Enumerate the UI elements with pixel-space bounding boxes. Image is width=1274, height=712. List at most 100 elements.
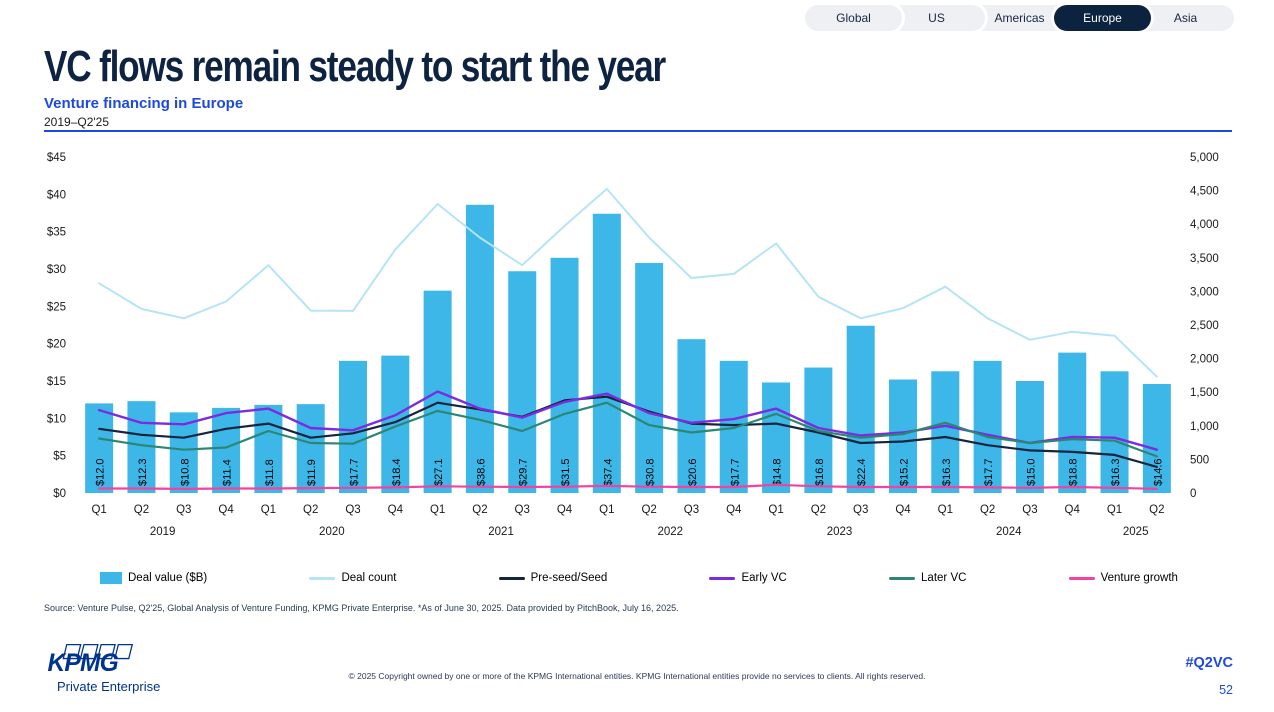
legend-swatch bbox=[309, 576, 336, 580]
svg-text:$10.8: $10.8 bbox=[179, 458, 191, 486]
svg-text:2025: 2025 bbox=[1123, 526, 1149, 538]
svg-text:$0: $0 bbox=[53, 488, 66, 500]
svg-text:2020: 2020 bbox=[319, 526, 345, 538]
svg-text:2024: 2024 bbox=[996, 526, 1022, 538]
svg-text:$16.8: $16.8 bbox=[814, 458, 826, 486]
legend-swatch bbox=[100, 572, 122, 584]
legend-label: Pre-seed/Seed bbox=[530, 572, 608, 584]
source-note: Source: Venture Pulse, Q2'25, Global Ana… bbox=[44, 603, 679, 613]
bar-Q2-9 bbox=[465, 204, 494, 493]
svg-text:KPMG: KPMG bbox=[48, 650, 119, 677]
legend-item-pre-seed-seed: Pre-seed/Seed bbox=[498, 572, 608, 584]
kpmg-logo-subtitle: Private Enterprise bbox=[57, 679, 161, 694]
svg-text:Q3: Q3 bbox=[853, 504, 868, 516]
bar-Q1-24 bbox=[1100, 371, 1129, 493]
line-later-vc bbox=[98, 401, 1158, 458]
svg-text:Q4: Q4 bbox=[1065, 504, 1081, 516]
tab-us[interactable]: US bbox=[888, 5, 985, 31]
bar-Q4-19 bbox=[889, 379, 917, 493]
bar-Q4-23 bbox=[1058, 352, 1087, 493]
svg-text:0: 0 bbox=[1190, 488, 1196, 500]
page-number: 52 bbox=[1219, 683, 1233, 697]
svg-text:Q1: Q1 bbox=[599, 504, 614, 516]
svg-text:$17.7: $17.7 bbox=[729, 458, 741, 486]
svg-text:Q1: Q1 bbox=[768, 504, 783, 516]
tab-europe[interactable]: Europe bbox=[1054, 5, 1151, 31]
svg-text:$18.4: $18.4 bbox=[391, 458, 403, 486]
bar-Q2-5 bbox=[296, 404, 325, 493]
svg-text:$14.8: $14.8 bbox=[772, 458, 784, 486]
bar-Q1-0 bbox=[85, 403, 114, 493]
legend-item-deal-value-b-: Deal value ($B) bbox=[100, 572, 207, 584]
svg-text:$15.2: $15.2 bbox=[899, 458, 911, 486]
svg-text:1,500: 1,500 bbox=[1190, 387, 1219, 399]
svg-text:Q4: Q4 bbox=[388, 504, 404, 516]
svg-text:$35: $35 bbox=[47, 227, 66, 239]
line-venture-growth bbox=[98, 483, 1158, 490]
line-early-vc bbox=[97, 390, 1159, 451]
svg-text:$18.8: $18.8 bbox=[1068, 458, 1080, 486]
kpmg-logo: KPMG bbox=[45, 643, 145, 684]
chart-subtitle: Venture financing in Europe bbox=[44, 95, 244, 112]
svg-text:Q2: Q2 bbox=[134, 504, 149, 516]
bar-Q1-4 bbox=[254, 404, 283, 493]
svg-text:Q1: Q1 bbox=[91, 504, 106, 516]
svg-text:$37.4: $37.4 bbox=[602, 458, 614, 486]
svg-text:$22.4: $22.4 bbox=[856, 458, 868, 486]
svg-text:Q3: Q3 bbox=[684, 504, 699, 516]
legend-label: Venture growth bbox=[1100, 572, 1178, 584]
svg-text:$17.7: $17.7 bbox=[983, 458, 995, 486]
svg-text:2023: 2023 bbox=[827, 526, 853, 538]
legend-item-later-vc: Later VC bbox=[889, 572, 966, 584]
bar-Q2-21 bbox=[973, 360, 1002, 493]
legend-label: Deal count bbox=[341, 572, 397, 584]
vc-funding-combo-chart: $0 $5 $10 $15 $20 $25 $30 $35 $40 $45 0 500 1,000 1,5… bbox=[47, 152, 1219, 538]
svg-text:$11.8: $11.8 bbox=[264, 459, 276, 486]
svg-text:$30.8: $30.8 bbox=[645, 458, 657, 486]
svg-text:$14.6: $14.6 bbox=[1152, 458, 1164, 486]
kpmg-logo-icon: KPMG bbox=[48, 643, 134, 677]
svg-text:$12.0: $12.0 bbox=[95, 458, 107, 486]
region-tab-bar: Global US Americas Europe Asia bbox=[805, 5, 1234, 31]
bar-Q4-3 bbox=[212, 407, 241, 493]
tab-americas[interactable]: Americas bbox=[971, 5, 1068, 31]
bar-Q4-11 bbox=[550, 257, 579, 493]
legend-swatch bbox=[1068, 576, 1095, 580]
bar-Q3-2 bbox=[169, 412, 198, 493]
svg-text:3,500: 3,500 bbox=[1190, 253, 1219, 265]
svg-text:$12.3: $12.3 bbox=[137, 458, 149, 486]
svg-text:$15: $15 bbox=[47, 376, 66, 388]
svg-text:$20: $20 bbox=[47, 339, 66, 351]
svg-text:4,000: 4,000 bbox=[1190, 219, 1219, 231]
svg-text:500: 500 bbox=[1190, 454, 1209, 466]
svg-text:Q1: Q1 bbox=[1107, 504, 1122, 516]
x-axis-quarter-labels: Q1 Q2 Q3 Q4 Q1 Q2 Q3 Q4 Q1 Q2 Q3 Q4 Q1 Q2 Q3 Q4 Q1 Q2 Q3 Q4… bbox=[91, 504, 1164, 516]
svg-text:Q4: Q4 bbox=[557, 504, 573, 516]
legend-item-venture-growth: Venture growth bbox=[1068, 572, 1178, 584]
svg-text:Q3: Q3 bbox=[515, 504, 530, 516]
axis-labels: $0 $5 $10 $15 $20 $25 $30 $35 $40 $45 0 500 1,000 1,5… bbox=[47, 152, 1219, 500]
svg-text:$16.3: $16.3 bbox=[1110, 458, 1122, 486]
svg-text:$38.6: $38.6 bbox=[475, 458, 487, 486]
bar-value-labels: $12.0 $12.3 $10.8 $11.4 $11.8 $11.9 $17.7 $18.4… bbox=[95, 458, 1165, 486]
svg-text:$31.5: $31.5 bbox=[560, 458, 572, 486]
tab-asia[interactable]: Asia bbox=[1137, 5, 1234, 31]
bar-Q3-22 bbox=[1015, 381, 1044, 493]
tab-global[interactable]: Global bbox=[805, 5, 902, 31]
svg-text:1,000: 1,000 bbox=[1190, 421, 1219, 433]
bar-Q1-20 bbox=[931, 371, 960, 493]
line-deal-count bbox=[98, 187, 1158, 378]
x-axis-year-labels: 2019 2020 2021 2022 2023 2024 2025 bbox=[150, 526, 1149, 538]
svg-text:5,000: 5,000 bbox=[1190, 152, 1219, 164]
legend-swatch bbox=[709, 576, 736, 580]
svg-text:$30: $30 bbox=[47, 264, 66, 276]
svg-text:$29.7: $29.7 bbox=[518, 458, 530, 486]
bar-Q1-16 bbox=[762, 382, 791, 493]
svg-text:$11.4: $11.4 bbox=[222, 459, 234, 486]
svg-text:$16.3: $16.3 bbox=[941, 458, 953, 486]
svg-text:Q2: Q2 bbox=[641, 504, 656, 516]
hashtag-label: #Q2VC bbox=[1185, 655, 1233, 671]
svg-text:2019: 2019 bbox=[150, 526, 176, 538]
chart-period: 2019–Q2'25 bbox=[44, 115, 110, 129]
